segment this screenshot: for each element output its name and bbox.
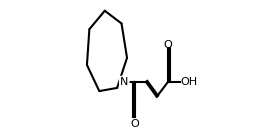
Text: O: O xyxy=(164,40,172,50)
Text: OH: OH xyxy=(181,77,198,87)
Text: N: N xyxy=(120,77,129,87)
Text: O: O xyxy=(131,119,139,129)
